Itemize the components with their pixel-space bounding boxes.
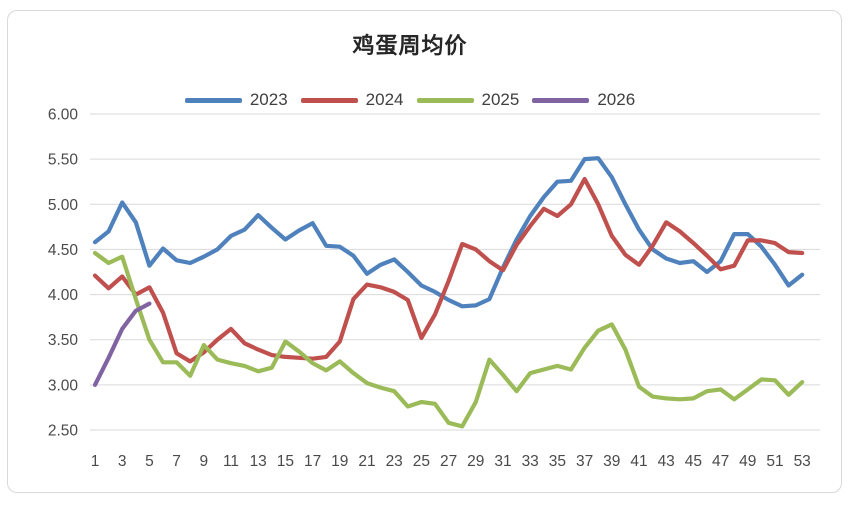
legend-item-2026: 2026 xyxy=(532,90,635,110)
x-tick-29: 29 xyxy=(467,453,484,470)
x-tick-19: 19 xyxy=(331,453,348,470)
x-tick-3: 3 xyxy=(118,453,127,470)
chart-title: 鸡蛋周均价 xyxy=(352,33,468,58)
y-tick-5.50: 5.50 xyxy=(48,152,79,169)
x-tick-17: 17 xyxy=(304,453,321,470)
x-tick-27: 27 xyxy=(440,453,457,470)
legend-swatch-2024 xyxy=(300,97,358,103)
legend-label-2024: 2024 xyxy=(365,90,404,109)
x-tick-25: 25 xyxy=(413,453,430,470)
x-tick-45: 45 xyxy=(685,453,702,470)
x-tick-9: 9 xyxy=(199,453,208,470)
x-tick-47: 47 xyxy=(712,453,729,470)
y-tick-5.00: 5.00 xyxy=(48,197,79,214)
x-tick-1: 1 xyxy=(91,453,100,470)
y-tick-3.00: 3.00 xyxy=(48,377,79,394)
legend-label-2023: 2023 xyxy=(249,90,288,109)
y-tick-4.50: 4.50 xyxy=(48,242,79,259)
legend-label-2025: 2025 xyxy=(481,90,520,109)
series-line-2026 xyxy=(92,301,152,387)
series-line-2023 xyxy=(92,156,805,309)
legend-item-2025: 2025 xyxy=(416,90,520,110)
x-tick-11: 11 xyxy=(223,453,239,470)
x-tick-15: 15 xyxy=(277,453,294,470)
legend-item-2023: 2023 xyxy=(184,90,288,110)
legend-label-2026: 2026 xyxy=(597,90,636,109)
y-tick-3.50: 3.50 xyxy=(48,332,79,349)
x-tick-43: 43 xyxy=(658,453,675,470)
x-tick-21: 21 xyxy=(358,453,375,470)
series-line-2025 xyxy=(92,250,805,429)
series-lines xyxy=(92,156,805,429)
y-tick-2.50: 2.50 xyxy=(48,423,79,440)
x-tick-49: 49 xyxy=(739,453,756,470)
y-tick-4.00: 4.00 xyxy=(48,287,79,304)
y-tick-6.00: 6.00 xyxy=(48,107,79,124)
x-tick-51: 51 xyxy=(766,453,783,470)
gridlines xyxy=(90,113,820,431)
x-tick-35: 35 xyxy=(549,453,566,470)
x-tick-31: 31 xyxy=(494,453,511,470)
series-line-2024 xyxy=(92,176,805,364)
x-tick-23: 23 xyxy=(386,453,403,470)
x-tick-41: 41 xyxy=(630,453,647,470)
x-tick-37: 37 xyxy=(576,453,593,470)
legend-swatch-2023 xyxy=(184,97,242,103)
x-tick-13: 13 xyxy=(250,453,267,470)
y-axis-labels: 6.00 5.50 5.00 4.50 4.00 3.50 3.00 2.50 xyxy=(48,107,79,440)
x-tick-53: 53 xyxy=(794,453,811,470)
legend-swatch-2025 xyxy=(416,97,474,103)
x-tick-39: 39 xyxy=(603,453,620,470)
legend-swatch-2026 xyxy=(532,97,590,103)
x-tick-33: 33 xyxy=(522,453,539,470)
legend-item-2024: 2024 xyxy=(300,90,404,110)
x-tick-5: 5 xyxy=(145,453,154,470)
x-tick-7: 7 xyxy=(172,453,181,470)
legend: 2023 2024 2025 2026 xyxy=(0,88,820,112)
x-axis-labels: 1 3 5 7 9 11 13 15 17 19 21 23 25 27 29 31 33 35 37 39 41 43 4… xyxy=(91,453,811,470)
